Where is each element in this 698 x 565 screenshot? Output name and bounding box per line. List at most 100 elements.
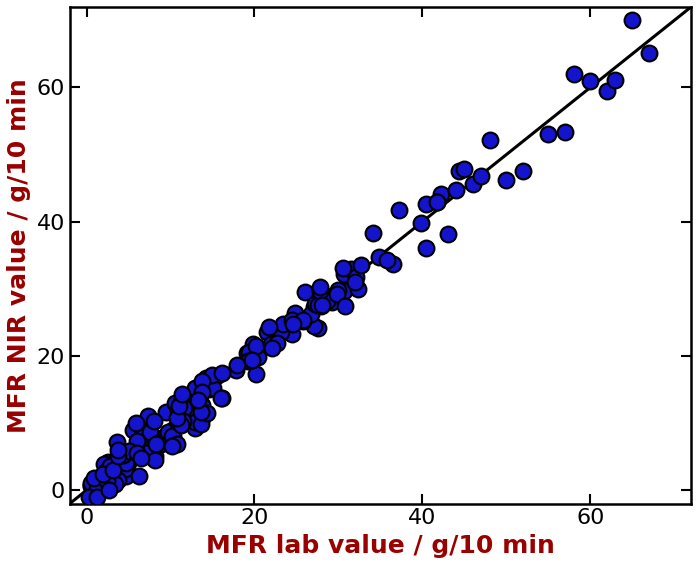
Point: [450, 185, 461, 194]
Point: [290, 308, 301, 318]
Point: [517, 167, 528, 176]
Point: [244, 347, 255, 357]
Point: [85, 479, 96, 488]
Point: [151, 440, 162, 449]
Point: [297, 317, 309, 326]
Point: [263, 323, 274, 332]
Point: [196, 388, 207, 397]
Point: [232, 360, 243, 369]
Point: [144, 445, 155, 454]
Point: [132, 436, 143, 445]
Point: [161, 407, 172, 416]
Point: [373, 252, 384, 261]
Point: [216, 393, 227, 402]
Point: [103, 458, 114, 467]
Point: [644, 48, 655, 57]
Point: [189, 383, 200, 392]
Point: [287, 329, 298, 338]
Point: [459, 165, 470, 174]
Point: [387, 259, 398, 268]
Point: [163, 427, 174, 436]
Point: [484, 136, 495, 145]
Point: [195, 407, 207, 416]
Point: [121, 472, 132, 481]
Point: [172, 414, 183, 423]
Point: [329, 293, 340, 302]
Point: [309, 321, 320, 331]
Point: [138, 427, 149, 436]
Point: [242, 356, 253, 365]
Point: [248, 340, 259, 349]
Point: [312, 293, 323, 302]
Point: [131, 436, 142, 445]
Point: [91, 484, 103, 493]
Point: [172, 419, 184, 428]
Point: [166, 432, 177, 441]
Point: [148, 445, 159, 454]
Point: [94, 483, 105, 492]
Point: [416, 219, 427, 228]
Point: [177, 404, 188, 413]
Point: [246, 355, 258, 364]
Point: [298, 315, 309, 324]
Point: [217, 368, 228, 377]
Point: [138, 444, 149, 453]
Point: [104, 475, 115, 484]
Point: [175, 420, 186, 429]
Point: [104, 479, 115, 488]
Point: [191, 397, 202, 406]
Point: [314, 286, 325, 295]
Point: [207, 383, 218, 392]
Point: [179, 393, 190, 402]
Point: [250, 370, 261, 379]
Point: [382, 255, 393, 264]
Point: [189, 423, 200, 432]
Point: [197, 413, 208, 422]
Point: [173, 401, 184, 410]
Point: [201, 373, 212, 383]
Point: [110, 456, 121, 465]
Point: [339, 286, 350, 295]
Point: [133, 472, 144, 481]
Point: [151, 441, 163, 450]
Point: [306, 309, 317, 318]
Point: [467, 180, 478, 189]
Point: [174, 413, 185, 422]
Point: [101, 467, 112, 476]
Point: [119, 464, 131, 473]
Point: [155, 437, 166, 446]
Point: [143, 411, 154, 420]
Point: [124, 446, 135, 455]
Point: [543, 130, 554, 139]
Point: [333, 286, 344, 295]
Point: [317, 300, 328, 309]
Point: [350, 272, 361, 281]
Point: [315, 301, 326, 310]
Point: [144, 427, 156, 436]
Point: [350, 278, 361, 287]
Point: [287, 316, 298, 325]
Point: [122, 458, 133, 467]
Point: [393, 205, 404, 214]
Point: [188, 386, 200, 396]
Point: [317, 300, 328, 309]
Point: [299, 288, 311, 297]
Point: [560, 127, 571, 136]
Point: [172, 405, 184, 414]
Point: [120, 469, 131, 478]
Point: [120, 458, 131, 467]
Point: [321, 296, 332, 305]
Point: [355, 261, 366, 270]
Point: [113, 475, 124, 484]
Point: [332, 289, 343, 298]
Point: [277, 319, 288, 328]
Point: [216, 394, 227, 403]
Point: [271, 338, 282, 347]
Point: [119, 460, 131, 469]
Point: [112, 451, 124, 460]
Point: [323, 294, 334, 303]
Point: [112, 437, 123, 446]
Point: [143, 447, 154, 456]
Point: [314, 282, 325, 292]
Point: [454, 166, 465, 175]
